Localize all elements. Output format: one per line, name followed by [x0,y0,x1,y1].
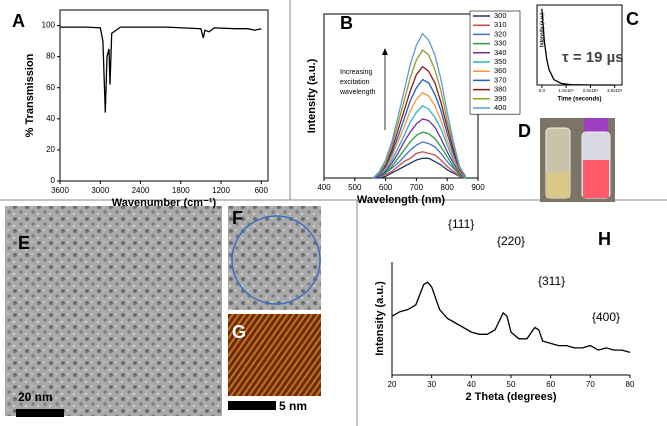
scale-bar [228,401,276,410]
data-line [373,118,467,179]
arrow-head [382,48,388,55]
x-tick-label: 20 [388,380,397,389]
x-axis-label: Wavenumber (cm⁻¹) [112,197,217,209]
x-tick-label: 80 [626,380,635,389]
fft-image [228,314,321,396]
y-tick-label: 20 [46,145,55,154]
data-line [372,32,467,179]
x-tick-label: 900 [471,183,485,192]
scale-bar [16,409,64,417]
data-line [541,8,615,86]
panel-label: E [18,233,30,253]
legend-label: 320 [494,29,507,38]
annotation: excitation [340,79,370,86]
x-axis-label: Wavelength (nm) [357,194,446,206]
y-axis-label: Intensity (a.u.) [539,13,545,47]
x-tick-label: 1.0x10⁴ [558,88,574,93]
data-line [372,104,467,179]
panel-label: F [232,208,243,228]
legend-label: 350 [494,57,507,66]
x-tick-label: 1800 [172,186,190,195]
legend-label: 370 [494,75,507,84]
x-tick-label: 2400 [132,186,150,195]
panel-label: B [340,13,353,33]
panel-label: A [12,11,25,31]
y-axis-label: Intensity (a.u.) [374,281,386,356]
peak-label: {220} [497,234,525,248]
peak-label: {111} [448,217,474,231]
legend-label: 380 [494,85,507,94]
annotation: τ = 19 µs [562,49,624,66]
x-tick-label: 400 [317,183,331,192]
x-tick-label: 800 [441,183,455,192]
data-line [372,78,467,179]
x-tick-label: 60 [546,380,555,389]
y-axis-label: Intensity (a.u.) [306,58,318,133]
legend-label: 340 [494,48,507,57]
tem-image [5,206,222,416]
x-axis-label: 2 Theta (degrees) [465,391,556,403]
x-tick-label: 600 [379,183,393,192]
y-axis-label: % Transmission [24,53,36,137]
x-tick-label: 1200 [212,186,230,195]
y-tick-label: 80 [46,52,55,61]
x-tick-label: 2.0x10⁴ [583,88,599,93]
x-tick-label: 70 [586,380,595,389]
x-tick-label: 3.0x10⁴ [607,88,623,93]
plot-frame [536,4,623,86]
data-line [60,26,262,113]
x-tick-label: 500 [348,183,362,192]
y-tick-label: 60 [46,83,55,92]
annotation: wavelength [339,89,376,96]
data-line [372,49,467,179]
legend-label: 400 [494,103,507,112]
plot-frame [59,9,269,182]
y-tick-label: 100 [42,21,56,30]
panel-label: C [626,9,639,29]
x-tick-label: 3600 [51,186,69,195]
x-tick-label: 600 [255,186,269,195]
data-line [373,157,466,179]
data-line [373,131,467,179]
highlight-circle [231,215,321,305]
x-tick-label: 30 [427,380,436,389]
data-line [373,151,466,179]
peak-label: {311} [538,274,565,288]
panel-label: H [598,229,611,249]
x-tick-label: 3000 [91,186,109,195]
scale-label: 5 nm [279,399,307,413]
y-tick-label: 0 [51,176,56,185]
x-tick-label: 40 [467,380,476,389]
legend-label: 300 [494,11,507,20]
y-tick-label: 40 [46,114,55,123]
x-tick-label: 50 [507,380,516,389]
legend-label: 330 [494,39,507,48]
data-line [391,281,631,354]
data-line [372,65,467,179]
x-tick-label: 700 [410,183,424,192]
x-tick-label: 0.0 [539,88,546,93]
annotation: Increasing [340,69,372,76]
vial-photo [540,118,615,202]
legend-label: 390 [494,94,507,103]
legend-label: 360 [494,66,507,75]
legend-label: 310 [494,20,507,29]
data-line [372,91,467,179]
peak-label: {400} [592,310,620,324]
panel-label: D [518,121,531,141]
x-axis-label: Time (seconds) [558,97,602,103]
panel-label: G [232,322,246,342]
scale-label: 20 nm [18,390,53,404]
